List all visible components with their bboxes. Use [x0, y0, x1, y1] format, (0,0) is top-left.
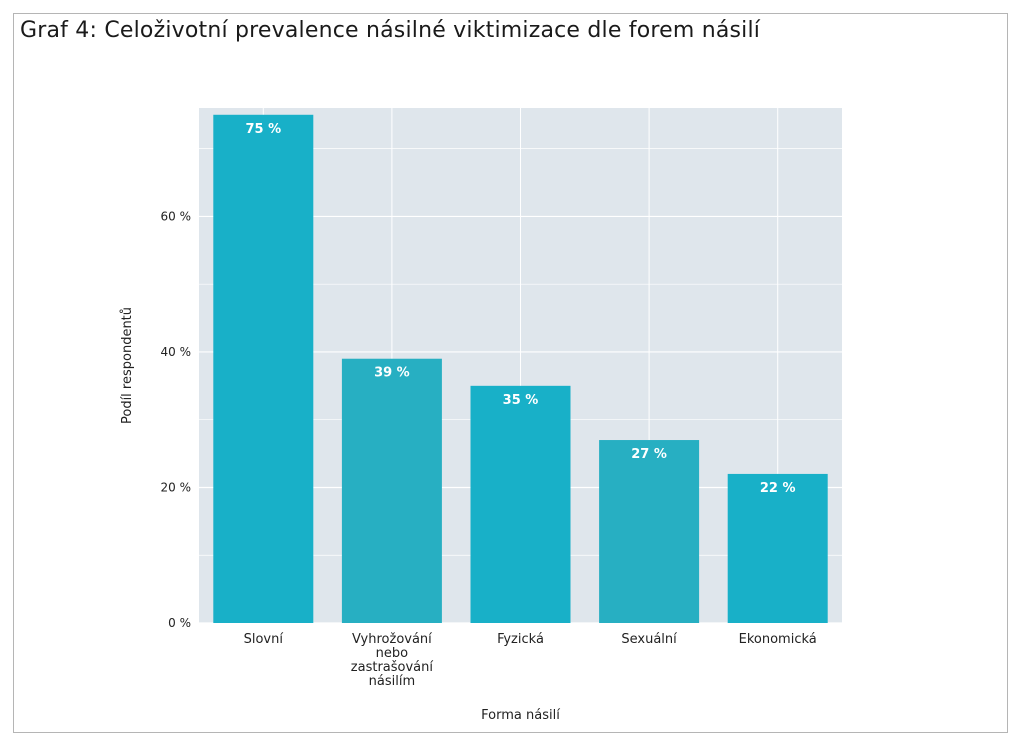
- y-axis-title: Podíl respondentů: [120, 307, 135, 424]
- bars: 75 % 39 % 35 % 27 % 22 %: [213, 114, 828, 624]
- bar-data-label: 75 %: [245, 122, 281, 137]
- y-axis-ticks: 0 % 20 % 40 % 60 %: [161, 209, 192, 630]
- bar: [341, 358, 442, 623]
- y-tick-label: 20 %: [161, 480, 192, 494]
- bar-data-label: 22 %: [760, 481, 796, 496]
- y-tick-label: 60 %: [161, 209, 192, 223]
- x-category-label: Fyzická: [497, 632, 544, 647]
- x-category-label: Slovní: [244, 632, 284, 647]
- y-tick-label: 0 %: [168, 616, 191, 630]
- bar-data-label: 27 %: [631, 447, 667, 462]
- bar-data-label: 35 %: [503, 393, 539, 408]
- chart-title: Graf 4: Celoživotní prevalence násilné v…: [20, 18, 761, 43]
- bar: [599, 440, 700, 623]
- x-axis-categories: Slovní Vyhrožování nebo zastrašování násilím…: [244, 632, 817, 689]
- x-axis-title: Forma násilí: [481, 708, 560, 723]
- x-category-label: Sexuální: [621, 632, 677, 647]
- x-category-label: Ekonomická: [739, 632, 817, 647]
- x-category-label: Vyhrožování nebo zastrašování násilím: [351, 632, 434, 689]
- bar-data-label: 39 %: [374, 366, 410, 381]
- bar: [470, 385, 571, 623]
- bar: [213, 114, 314, 624]
- y-tick-label: 40 %: [161, 345, 192, 359]
- bar: [727, 473, 828, 623]
